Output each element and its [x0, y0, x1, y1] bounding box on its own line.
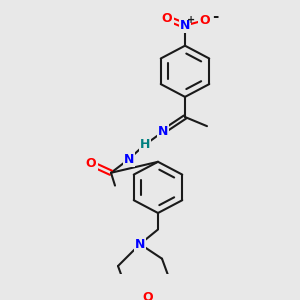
Text: N: N — [158, 125, 168, 138]
Text: N: N — [180, 19, 190, 32]
Text: -: - — [212, 9, 218, 24]
Text: N: N — [135, 238, 145, 250]
Text: O: O — [86, 157, 96, 170]
Text: N: N — [124, 153, 134, 166]
Text: +: + — [187, 15, 195, 25]
Text: H: H — [140, 138, 150, 151]
Text: O: O — [200, 14, 210, 27]
Text: O: O — [143, 291, 153, 300]
Text: O: O — [162, 12, 172, 25]
